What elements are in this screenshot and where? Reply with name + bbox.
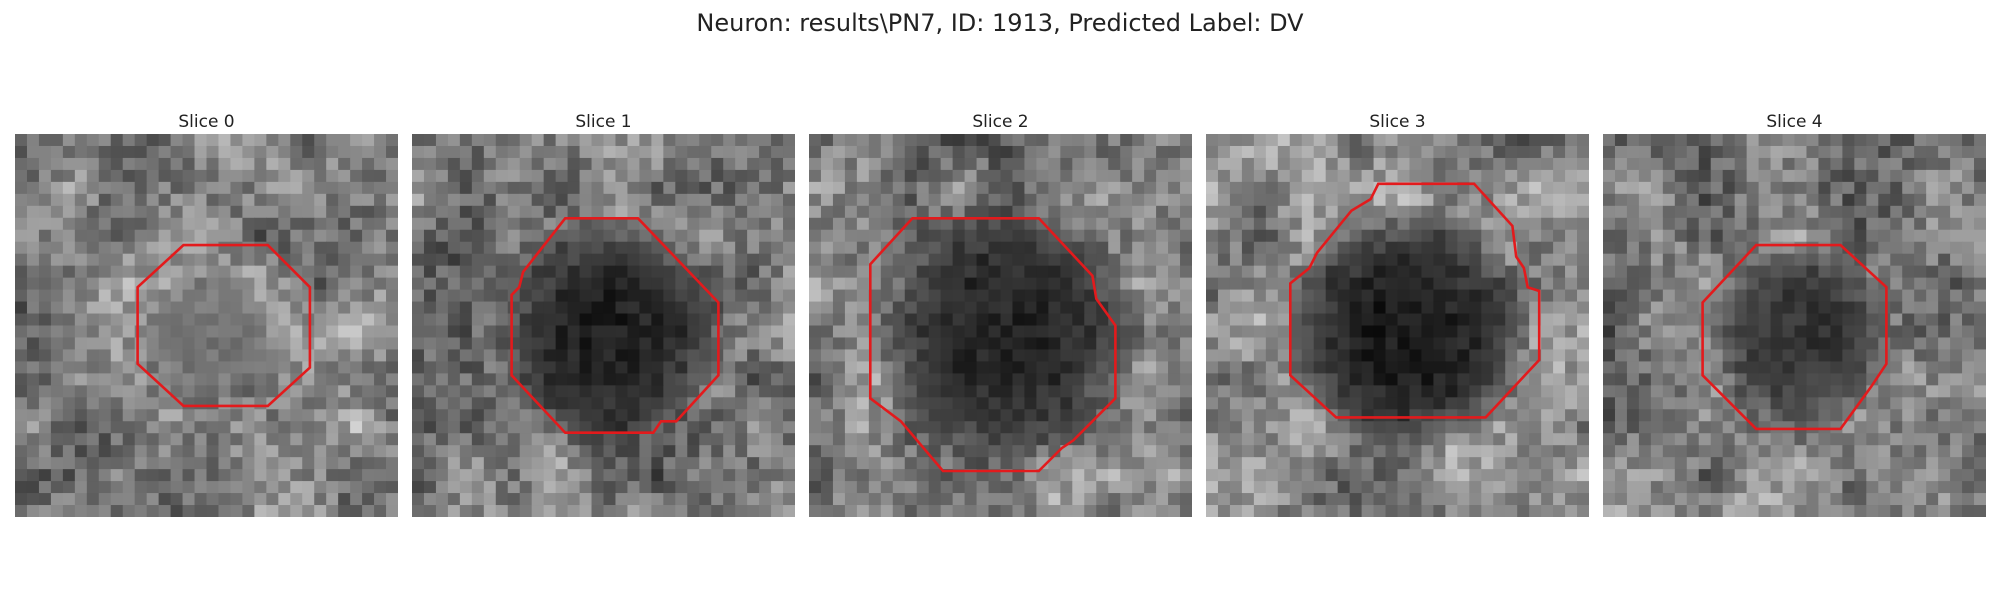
segmentation-outline <box>510 217 720 435</box>
segmentation-outline <box>136 243 312 408</box>
slice-image <box>412 134 795 517</box>
pixel-grid <box>15 134 398 517</box>
slice-image <box>809 134 1192 517</box>
slice-title: Slice 0 <box>178 112 235 132</box>
slice-title: Slice 4 <box>1766 112 1823 132</box>
slice-title: Slice 2 <box>972 112 1029 132</box>
pixel-grid <box>1206 134 1589 517</box>
slice-panel-0: Slice 0 <box>15 110 398 517</box>
slice-image <box>1603 134 1986 517</box>
slice-title: Slice 3 <box>1369 112 1426 132</box>
segmentation-outline <box>1289 182 1541 419</box>
slice-panel-1: Slice 1 <box>412 110 795 517</box>
slice-panel-2: Slice 2 <box>809 110 1192 517</box>
pixel-grid <box>412 134 795 517</box>
pixel-grid <box>809 134 1192 517</box>
slice-title: Slice 1 <box>575 112 632 132</box>
slice-image <box>15 134 398 517</box>
slice-image <box>1206 134 1589 517</box>
figure-title: Neuron: results\PN7, ID: 1913, Predicted… <box>696 9 1304 37</box>
slice-panel-3: Slice 3 <box>1206 110 1589 517</box>
segmentation-outline <box>868 217 1117 473</box>
pixel-grid <box>1603 134 1986 517</box>
segmentation-outline <box>1701 243 1888 431</box>
slice-panel-4: Slice 4 <box>1603 110 1986 517</box>
